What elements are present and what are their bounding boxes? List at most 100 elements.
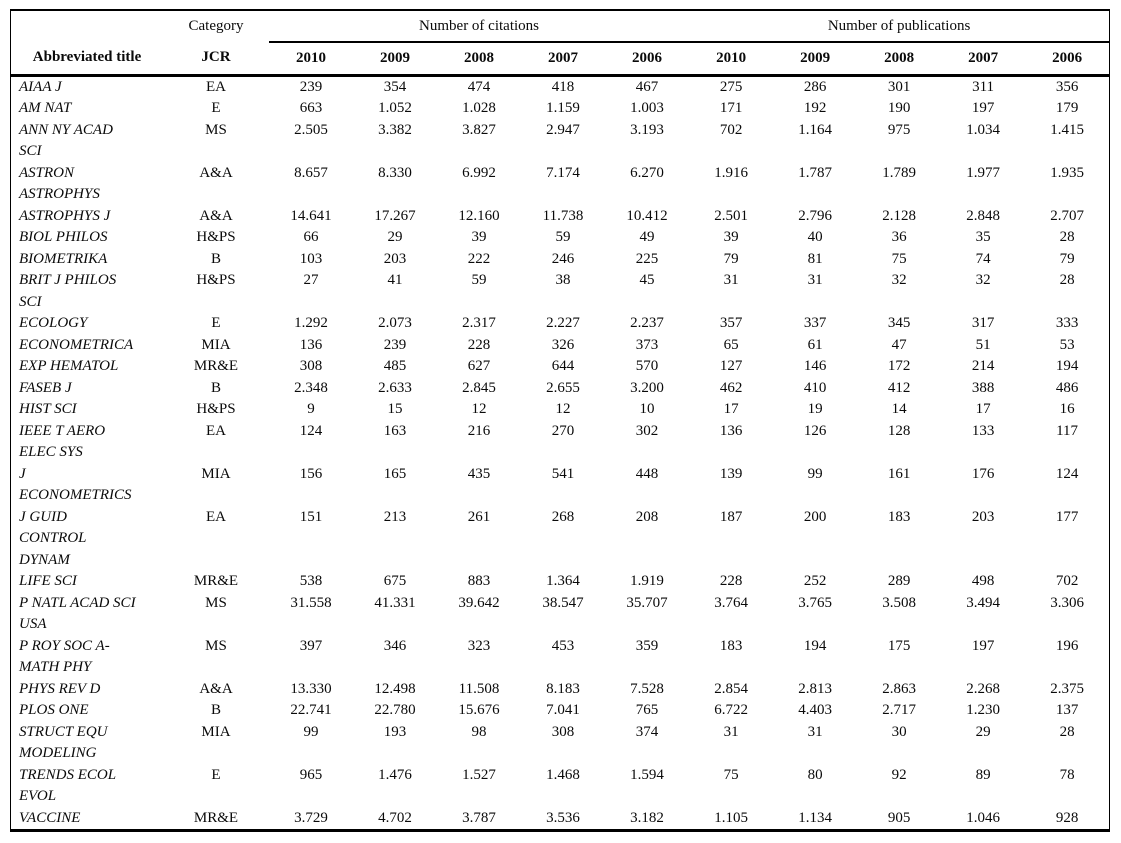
publication-value-cell: 146	[803, 358, 827, 374]
publication-value-cell: 126	[803, 422, 827, 439]
publication-value-cell: 31	[807, 272, 823, 288]
publication-value-cell: 333	[1055, 315, 1079, 331]
citation-value-cell: 103	[299, 250, 323, 267]
jcr-category-cell: E	[211, 100, 221, 116]
citation-value-cell: 8.330	[378, 164, 412, 181]
citation-value-cell: 59	[555, 229, 571, 245]
journal-title-cell: ANN NY ACAD SCI	[19, 121, 113, 160]
table-row: ASTROPHYS J A&A 14.641 17.267 12.160 11.738 10…	[11, 206, 1109, 228]
publication-value-cell: 286	[803, 78, 827, 95]
citation-value-cell: 326	[551, 336, 575, 353]
table-row: AIAA J EA 239 354 474 418 467 275 286 301 311 356	[11, 75, 1109, 98]
publication-value-cell: 183	[719, 637, 743, 654]
publication-value-cell: 1.164	[798, 121, 832, 138]
jcr-category-cell: EA	[206, 422, 226, 439]
citation-value-cell: 6.270	[630, 164, 664, 181]
publication-value-cell: 4.403	[798, 702, 832, 718]
citation-value-cell: 7.528	[630, 680, 664, 697]
citation-value-cell: 193	[383, 723, 407, 740]
citation-value-cell: 2.073	[378, 315, 412, 331]
citation-value-cell: 965	[299, 766, 323, 783]
publication-value-cell: 337	[803, 315, 827, 331]
publication-value-cell: 1.916	[714, 164, 748, 181]
jcr-category-cell: MS	[205, 594, 227, 611]
citation-value-cell: 3.193	[630, 121, 664, 138]
citation-value-cell: 41	[387, 272, 403, 288]
table-row: IEEE T AERO ELEC SYS EA 124 163 216 270 302 136…	[11, 421, 1109, 464]
jcr-category-cell: E	[211, 766, 221, 783]
journal-title-cell: FASEB J	[19, 379, 72, 396]
publication-value-cell: 17	[723, 401, 739, 417]
citation-value-cell: 485	[383, 358, 407, 374]
table-row: TRENDS ECOL EVOL E 965 1.476 1.527 1.468 1.594…	[11, 765, 1109, 808]
publication-value-cell: 136	[719, 422, 743, 439]
publication-value-cell: 275	[719, 78, 743, 95]
citation-value-cell: 22.780	[374, 702, 416, 718]
publication-value-cell: 75	[891, 250, 907, 267]
citation-value-cell: 397	[299, 637, 323, 654]
journal-title-cell: P ROY SOC A- MATH PHY	[19, 637, 110, 676]
publication-value-cell: 78	[1059, 766, 1075, 783]
citation-value-cell: 8.183	[546, 680, 580, 697]
journal-data-table-frame: Category Number of citations Number of p…	[10, 9, 1110, 832]
citation-value-cell: 11.738	[542, 207, 584, 224]
citation-value-cell: 38.547	[542, 594, 584, 611]
journal-citations-publications-table: Category Number of citations Number of p…	[11, 11, 1110, 829]
publication-value-cell: 317	[971, 315, 995, 331]
publication-value-cell: 197	[971, 637, 995, 654]
publication-value-cell: 35	[975, 229, 991, 245]
citation-value-cell: 22.741	[290, 702, 332, 718]
jcr-category-cell: MIA	[201, 336, 231, 353]
publication-value-cell: 179	[1055, 100, 1079, 116]
citation-value-cell: 1.468	[546, 766, 580, 783]
journal-title-cell: ASTROPHYS J	[19, 207, 111, 224]
citation-value-cell: 675	[383, 573, 407, 589]
publication-value-cell: 31	[723, 272, 739, 288]
journal-title-cell: PLOS ONE	[19, 702, 89, 718]
publications-group-header: Number of publications	[689, 11, 1110, 43]
table-row: HIST SCI H&PS 9 15 12 12 10 17 19 14 17 16	[11, 399, 1109, 421]
year-header: 2009	[773, 42, 858, 77]
citation-value-cell: 41.331	[374, 594, 416, 611]
citation-value-cell: 374	[635, 723, 659, 740]
table-row: VACCINE MR&E 3.729 4.702 3.787 3.536 3.182 1.10…	[11, 808, 1109, 830]
jcr-category-cell: MIA	[201, 465, 231, 482]
publication-value-cell: 2.813	[798, 680, 832, 697]
publication-value-cell: 28	[1059, 229, 1075, 245]
citation-value-cell: 49	[639, 229, 655, 245]
citation-value-cell: 644	[551, 358, 575, 374]
publication-value-cell: 19	[807, 401, 823, 417]
table-body: AIAA J EA 239 354 474 418 467 275 286 301 311 356 AM…	[11, 75, 1109, 829]
citation-value-cell: 27	[303, 272, 319, 288]
publication-value-cell: 1.046	[966, 809, 1000, 826]
citation-value-cell: 448	[635, 465, 659, 482]
citation-value-cell: 435	[467, 465, 491, 482]
publication-value-cell: 1.105	[714, 809, 748, 826]
citation-value-cell: 3.182	[630, 809, 664, 826]
citation-value-cell: 8.657	[294, 164, 328, 181]
citation-value-cell: 2.947	[546, 121, 580, 138]
jcr-category-cell: EA	[206, 78, 226, 95]
citation-value-cell: 359	[635, 637, 659, 654]
publication-value-cell: 486	[1055, 379, 1079, 396]
citation-value-cell: 17.267	[374, 207, 416, 224]
citation-value-cell: 3.200	[630, 379, 664, 396]
citation-value-cell: 31.558	[290, 594, 332, 611]
journal-title-cell: VACCINE	[19, 809, 81, 826]
publication-value-cell: 702	[1055, 573, 1079, 589]
citation-value-cell: 124	[299, 422, 323, 439]
citation-value-cell: 29	[387, 229, 403, 245]
publication-value-cell: 301	[887, 78, 911, 95]
journal-title-cell: STRUCT EQU MODELING	[19, 723, 108, 762]
table-row: STRUCT EQU MODELING MIA 99 193 98 308 374 31 31 3…	[11, 722, 1109, 765]
table-row: AM NAT E 663 1.052 1.028 1.159 1.003 171 192 190 1…	[11, 98, 1109, 120]
jcr-category-cell: MS	[205, 637, 227, 654]
publication-value-cell: 127	[719, 358, 743, 374]
publication-value-cell: 17	[975, 401, 991, 417]
publication-value-cell: 197	[971, 100, 995, 116]
publication-value-cell: 117	[1056, 422, 1079, 439]
citation-value-cell: 11.508	[458, 680, 500, 697]
citation-value-cell: 228	[467, 336, 491, 353]
column-header-row: Abbreviated title JCR 2010 2009 2008 200…	[11, 42, 1110, 77]
citation-value-cell: 2.845	[462, 379, 496, 396]
